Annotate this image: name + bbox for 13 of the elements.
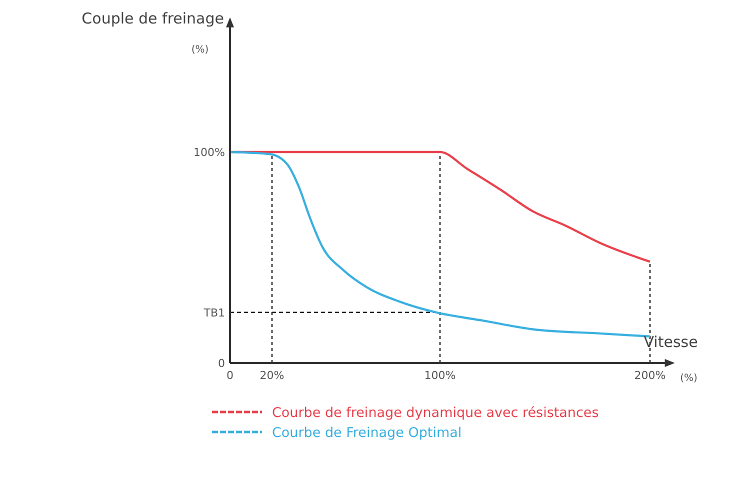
y-tick-label: 0 (218, 357, 225, 370)
x-tick-label: 100% (424, 369, 456, 382)
y-tick-label: 100% (194, 146, 225, 159)
y-tick-label: TB1 (202, 306, 225, 320)
y-axis-title: Couple de freinage (82, 9, 224, 28)
x-tick-label: 200% (634, 369, 666, 382)
text: (%) (680, 373, 698, 384)
x-tick-label: 0 (226, 369, 234, 382)
legend-label: Courbe de freinage dynamique avec résistances (272, 405, 599, 421)
x-tick-label: 20% (260, 369, 284, 382)
text: (%) (191, 44, 209, 56)
legend-label: Courbe de Freinage Optimal (272, 425, 462, 441)
x-axis-title: Vitesse (644, 333, 698, 351)
